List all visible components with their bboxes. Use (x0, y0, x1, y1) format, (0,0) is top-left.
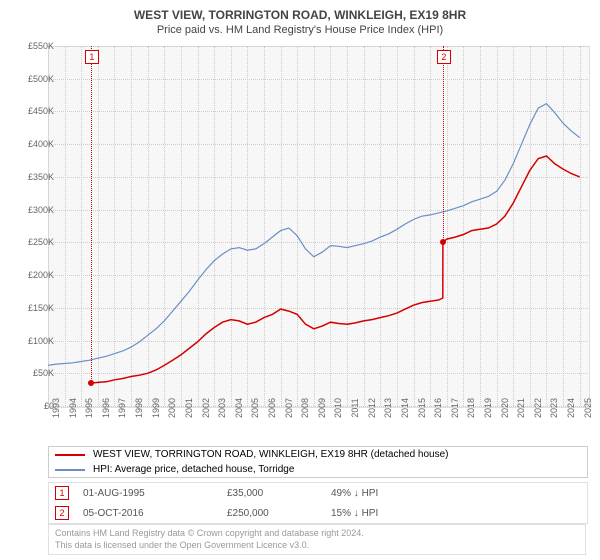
footer-attribution: Contains HM Land Registry data © Crown c… (48, 524, 586, 555)
x-tick-label: 1998 (134, 398, 144, 418)
x-tick-label: 2023 (549, 398, 559, 418)
table-marker-1: 1 (55, 486, 69, 500)
x-tick-label: 2005 (250, 398, 260, 418)
y-tick-label: £500K (28, 74, 54, 84)
x-tick-label: 2010 (333, 398, 343, 418)
y-tick-label: £100K (28, 336, 54, 346)
x-tick-label: 2022 (533, 398, 543, 418)
chart-title: WEST VIEW, TORRINGTON ROAD, WINKLEIGH, E… (0, 0, 600, 22)
table-delta: 49% ↓ HPI (331, 488, 451, 499)
chart-subtitle: Price paid vs. HM Land Registry's House … (0, 22, 600, 36)
x-tick-label: 2018 (466, 398, 476, 418)
table-row: 1 01-AUG-1995 £35,000 49% ↓ HPI (49, 483, 587, 503)
legend-label: HPI: Average price, detached house, Torr… (93, 464, 294, 475)
x-tick-label: 2012 (367, 398, 377, 418)
x-tick-label: 2021 (516, 398, 526, 418)
x-tick-label: 2007 (284, 398, 294, 418)
marker-vline-2 (443, 46, 444, 242)
legend-swatch (55, 469, 85, 471)
x-tick-label: 2000 (167, 398, 177, 418)
x-tick-label: 2001 (184, 398, 194, 418)
x-tick-label: 1994 (68, 398, 78, 418)
x-tick-label: 2025 (583, 398, 593, 418)
series-hpi (48, 104, 580, 366)
chart-lines (48, 46, 588, 406)
chart-plot-area: 12 (48, 46, 588, 406)
sales-table: 1 01-AUG-1995 £35,000 49% ↓ HPI 2 05-OCT-2016… (48, 482, 588, 524)
y-tick-label: £50K (33, 368, 54, 378)
table-price: £250,000 (227, 508, 327, 519)
table-date: 01-AUG-1995 (83, 488, 223, 499)
x-tick-label: 2015 (417, 398, 427, 418)
x-tick-label: 1997 (117, 398, 127, 418)
legend-label: WEST VIEW, TORRINGTON ROAD, WINKLEIGH, E… (93, 449, 448, 460)
marker-vline-1 (91, 46, 92, 383)
marker-box-1: 1 (85, 50, 99, 64)
table-marker-2: 2 (55, 506, 69, 520)
legend-row: WEST VIEW, TORRINGTON ROAD, WINKLEIGH, E… (49, 447, 587, 462)
x-tick-label: 1999 (151, 398, 161, 418)
y-tick-label: £400K (28, 139, 54, 149)
y-tick-label: £150K (28, 303, 54, 313)
x-tick-label: 2014 (400, 398, 410, 418)
y-tick-label: £550K (28, 41, 54, 51)
footer-line-2: This data is licensed under the Open Gov… (55, 540, 579, 552)
x-tick-label: 2013 (383, 398, 393, 418)
x-tick-label: 2020 (500, 398, 510, 418)
x-tick-label: 2017 (450, 398, 460, 418)
x-tick-label: 2019 (483, 398, 493, 418)
x-tick-label: 2009 (317, 398, 327, 418)
footer-line-1: Contains HM Land Registry data © Crown c… (55, 528, 579, 540)
legend: WEST VIEW, TORRINGTON ROAD, WINKLEIGH, E… (48, 446, 588, 478)
y-tick-label: £450K (28, 106, 54, 116)
y-tick-label: £350K (28, 172, 54, 182)
x-tick-label: 2002 (201, 398, 211, 418)
marker-box-2: 2 (437, 50, 451, 64)
x-tick-label: 2006 (267, 398, 277, 418)
marker-dot-1 (88, 380, 94, 386)
x-tick-label: 1995 (84, 398, 94, 418)
x-tick-label: 1996 (101, 398, 111, 418)
x-tick-label: 2004 (234, 398, 244, 418)
marker-dot-2 (440, 239, 446, 245)
y-tick-label: £250K (28, 237, 54, 247)
y-tick-label: £300K (28, 205, 54, 215)
legend-swatch (55, 454, 85, 456)
table-date: 05-OCT-2016 (83, 508, 223, 519)
x-tick-label: 2016 (433, 398, 443, 418)
table-row: 2 05-OCT-2016 £250,000 15% ↓ HPI (49, 503, 587, 523)
table-delta: 15% ↓ HPI (331, 508, 451, 519)
table-price: £35,000 (227, 488, 327, 499)
x-tick-label: 2011 (350, 398, 360, 417)
x-tick-label: 2003 (217, 398, 227, 418)
x-tick-label: 2024 (566, 398, 576, 418)
x-tick-label: 2008 (300, 398, 310, 418)
x-tick-label: 1993 (51, 398, 61, 418)
series-price_paid (91, 156, 580, 383)
y-tick-label: £200K (28, 270, 54, 280)
legend-row: HPI: Average price, detached house, Torr… (49, 462, 587, 477)
